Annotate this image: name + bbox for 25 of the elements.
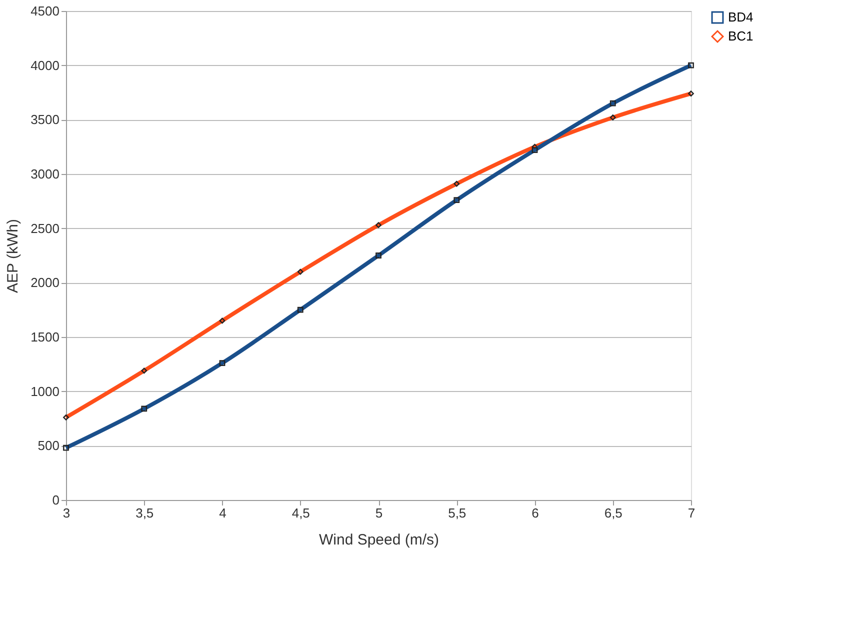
y-tick-label: 1500: [30, 330, 60, 344]
y-tick-label: 2000: [30, 275, 60, 290]
legend-label: BC1: [728, 28, 754, 44]
x-tick-label: 6: [532, 506, 539, 520]
y-tick-label: 0: [52, 492, 60, 508]
x-tick-label: 3: [62, 506, 70, 520]
x-tick-label: 4: [219, 506, 226, 520]
y-tick-label: 3000: [30, 166, 60, 182]
y-tick-label: 500: [38, 438, 60, 454]
x-tick-label: 6,5: [604, 506, 622, 520]
y-tick-label: 4500: [30, 4, 60, 18]
line-series: [63, 62, 694, 451]
y-tick-label: 3500: [30, 112, 60, 128]
y-tick-label: 2500: [30, 220, 60, 236]
x-axis-title: Wind Speed (m/s): [318, 532, 440, 548]
legend-label: BD4: [728, 10, 754, 24]
y-tick-label: 1000: [30, 384, 60, 399]
x-tick-label: 5,5: [448, 506, 466, 520]
x-tick-label: 4,5: [292, 506, 310, 520]
x-tick-label: 7: [688, 506, 696, 520]
x-tick-label: 5: [375, 506, 383, 520]
line-series: [63, 90, 694, 420]
x-tick-label: 3,5: [136, 506, 154, 520]
y-axis-title: AEP (kWh): [4, 219, 22, 293]
y-tick-label: 4000: [30, 58, 60, 73]
